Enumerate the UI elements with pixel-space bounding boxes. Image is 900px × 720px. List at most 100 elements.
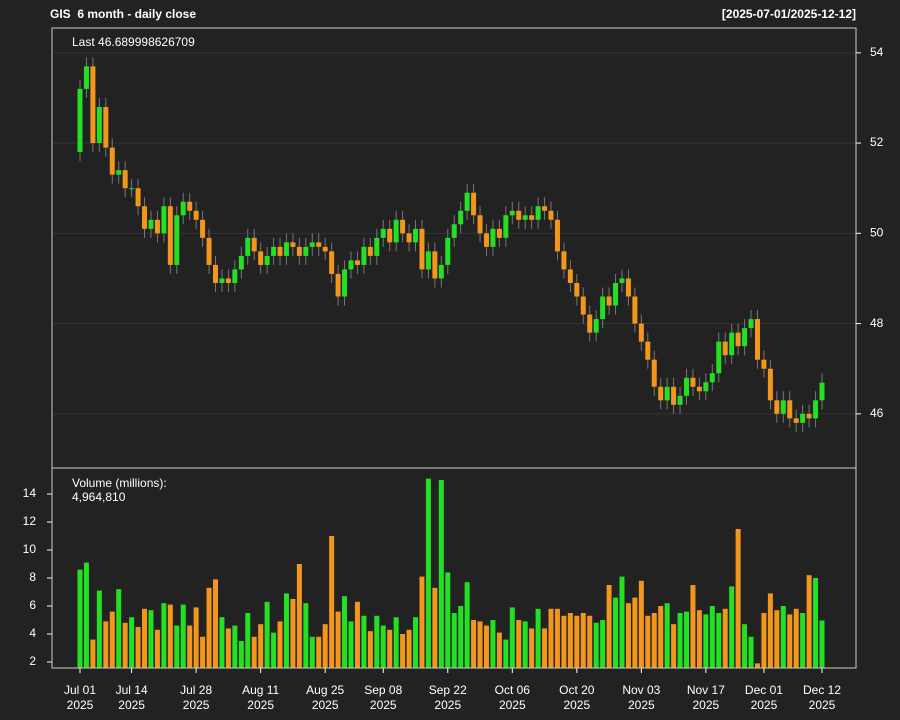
y-tick-label: 6 bbox=[29, 598, 36, 612]
candle-body bbox=[264, 255, 270, 265]
volume-bar bbox=[322, 624, 328, 668]
volume-bar bbox=[490, 619, 496, 668]
candle-body bbox=[490, 228, 496, 247]
volume-bar bbox=[271, 632, 277, 668]
candle-body bbox=[516, 210, 522, 220]
candle-body bbox=[161, 206, 167, 234]
candle-body bbox=[400, 219, 406, 234]
candle-body bbox=[767, 368, 773, 401]
candle-body bbox=[283, 242, 289, 256]
volume-bar bbox=[180, 604, 186, 668]
volume-bar bbox=[116, 589, 122, 668]
volume-bar bbox=[161, 603, 167, 668]
y-tick-label: 8 bbox=[29, 570, 36, 584]
candle-body bbox=[477, 215, 483, 234]
volume-bar bbox=[225, 628, 231, 668]
last-label: Last 46.689998626709 bbox=[72, 35, 195, 49]
volume-bar bbox=[219, 617, 225, 668]
x-tick-label: Nov 17 bbox=[687, 683, 725, 697]
date-range: [2025-07-01/2025-12-12] bbox=[722, 7, 856, 21]
candle-body bbox=[193, 210, 199, 220]
candle-body bbox=[619, 278, 625, 283]
candle-body bbox=[703, 382, 709, 392]
x-tick-label: Oct 20 bbox=[559, 683, 595, 697]
x-tick-label: Nov 03 bbox=[622, 683, 660, 697]
y-tick-label: 54 bbox=[870, 45, 884, 59]
volume-bar bbox=[522, 621, 528, 668]
volume-bar bbox=[684, 611, 690, 668]
x-tick-label: Jul 14 bbox=[116, 683, 148, 697]
candle-body bbox=[251, 237, 257, 252]
candle-body bbox=[800, 413, 806, 423]
candle-body bbox=[238, 255, 244, 270]
candle-body bbox=[658, 386, 664, 401]
volume-bar bbox=[387, 629, 393, 668]
candle-body bbox=[587, 314, 593, 333]
volume-bar bbox=[251, 636, 257, 668]
candle-body bbox=[122, 170, 128, 189]
volume-bar bbox=[593, 622, 599, 668]
candle-body bbox=[664, 386, 670, 401]
candle-body bbox=[483, 233, 489, 247]
candle-body bbox=[142, 206, 148, 229]
candle-body bbox=[77, 88, 83, 153]
volume-last: 4,964,810 bbox=[72, 490, 126, 504]
volume-panel bbox=[51, 467, 857, 669]
candle-body bbox=[303, 246, 309, 256]
candle-body bbox=[335, 273, 341, 297]
volume-bar bbox=[535, 608, 541, 668]
volume-bar bbox=[361, 615, 367, 668]
y-tick-label: 48 bbox=[870, 316, 884, 330]
candle-body bbox=[316, 242, 322, 247]
candle-body bbox=[754, 319, 760, 360]
volume-bar bbox=[496, 632, 502, 668]
volume-bar bbox=[548, 608, 554, 668]
candle-body bbox=[593, 319, 599, 333]
candle-body bbox=[322, 246, 328, 252]
volume-bar bbox=[380, 625, 386, 668]
candle-body bbox=[96, 106, 102, 144]
volume-bar bbox=[516, 619, 522, 668]
candle-body bbox=[367, 246, 373, 256]
candle-body bbox=[632, 296, 638, 324]
candle-body bbox=[542, 206, 548, 211]
volume-bar bbox=[309, 636, 315, 668]
volume-bar bbox=[483, 625, 489, 668]
volume-bar bbox=[342, 596, 348, 668]
x-tick-sublabel: 2025 bbox=[183, 698, 210, 712]
candle-body bbox=[735, 332, 741, 347]
y-tick-label: 46 bbox=[870, 406, 884, 420]
candle-body bbox=[780, 400, 786, 414]
volume-bar bbox=[167, 604, 173, 668]
volume-bar bbox=[793, 608, 799, 668]
volume-bar bbox=[600, 619, 606, 668]
candle-body bbox=[535, 206, 541, 220]
volume-bar bbox=[722, 608, 728, 668]
candle-body bbox=[684, 377, 690, 396]
x-tick-sublabel: 2025 bbox=[563, 698, 590, 712]
candle-body bbox=[509, 210, 515, 216]
volume-bar bbox=[632, 597, 638, 668]
x-tick-sublabel: 2025 bbox=[247, 698, 274, 712]
volume-bar bbox=[709, 605, 715, 668]
x-tick-label: Dec 12 bbox=[803, 683, 841, 697]
candle-body bbox=[167, 206, 173, 265]
candle-body bbox=[129, 188, 135, 190]
candle-body bbox=[200, 219, 206, 238]
volume-bar bbox=[393, 617, 399, 668]
volume-bar bbox=[664, 603, 670, 668]
volume-bar bbox=[406, 629, 412, 668]
volume-bar bbox=[774, 610, 780, 668]
volume-bar bbox=[142, 608, 148, 668]
x-tick-sublabel: 2025 bbox=[118, 698, 145, 712]
candle-body bbox=[690, 377, 696, 387]
candle-body bbox=[361, 246, 367, 265]
volume-bar bbox=[561, 615, 567, 668]
x-tick-sublabel: 2025 bbox=[693, 698, 720, 712]
candle-body bbox=[496, 228, 502, 238]
x-tick-sublabel: 2025 bbox=[751, 698, 778, 712]
volume-bar bbox=[154, 629, 160, 668]
volume-bar bbox=[567, 612, 573, 668]
volume-bar bbox=[625, 603, 631, 668]
